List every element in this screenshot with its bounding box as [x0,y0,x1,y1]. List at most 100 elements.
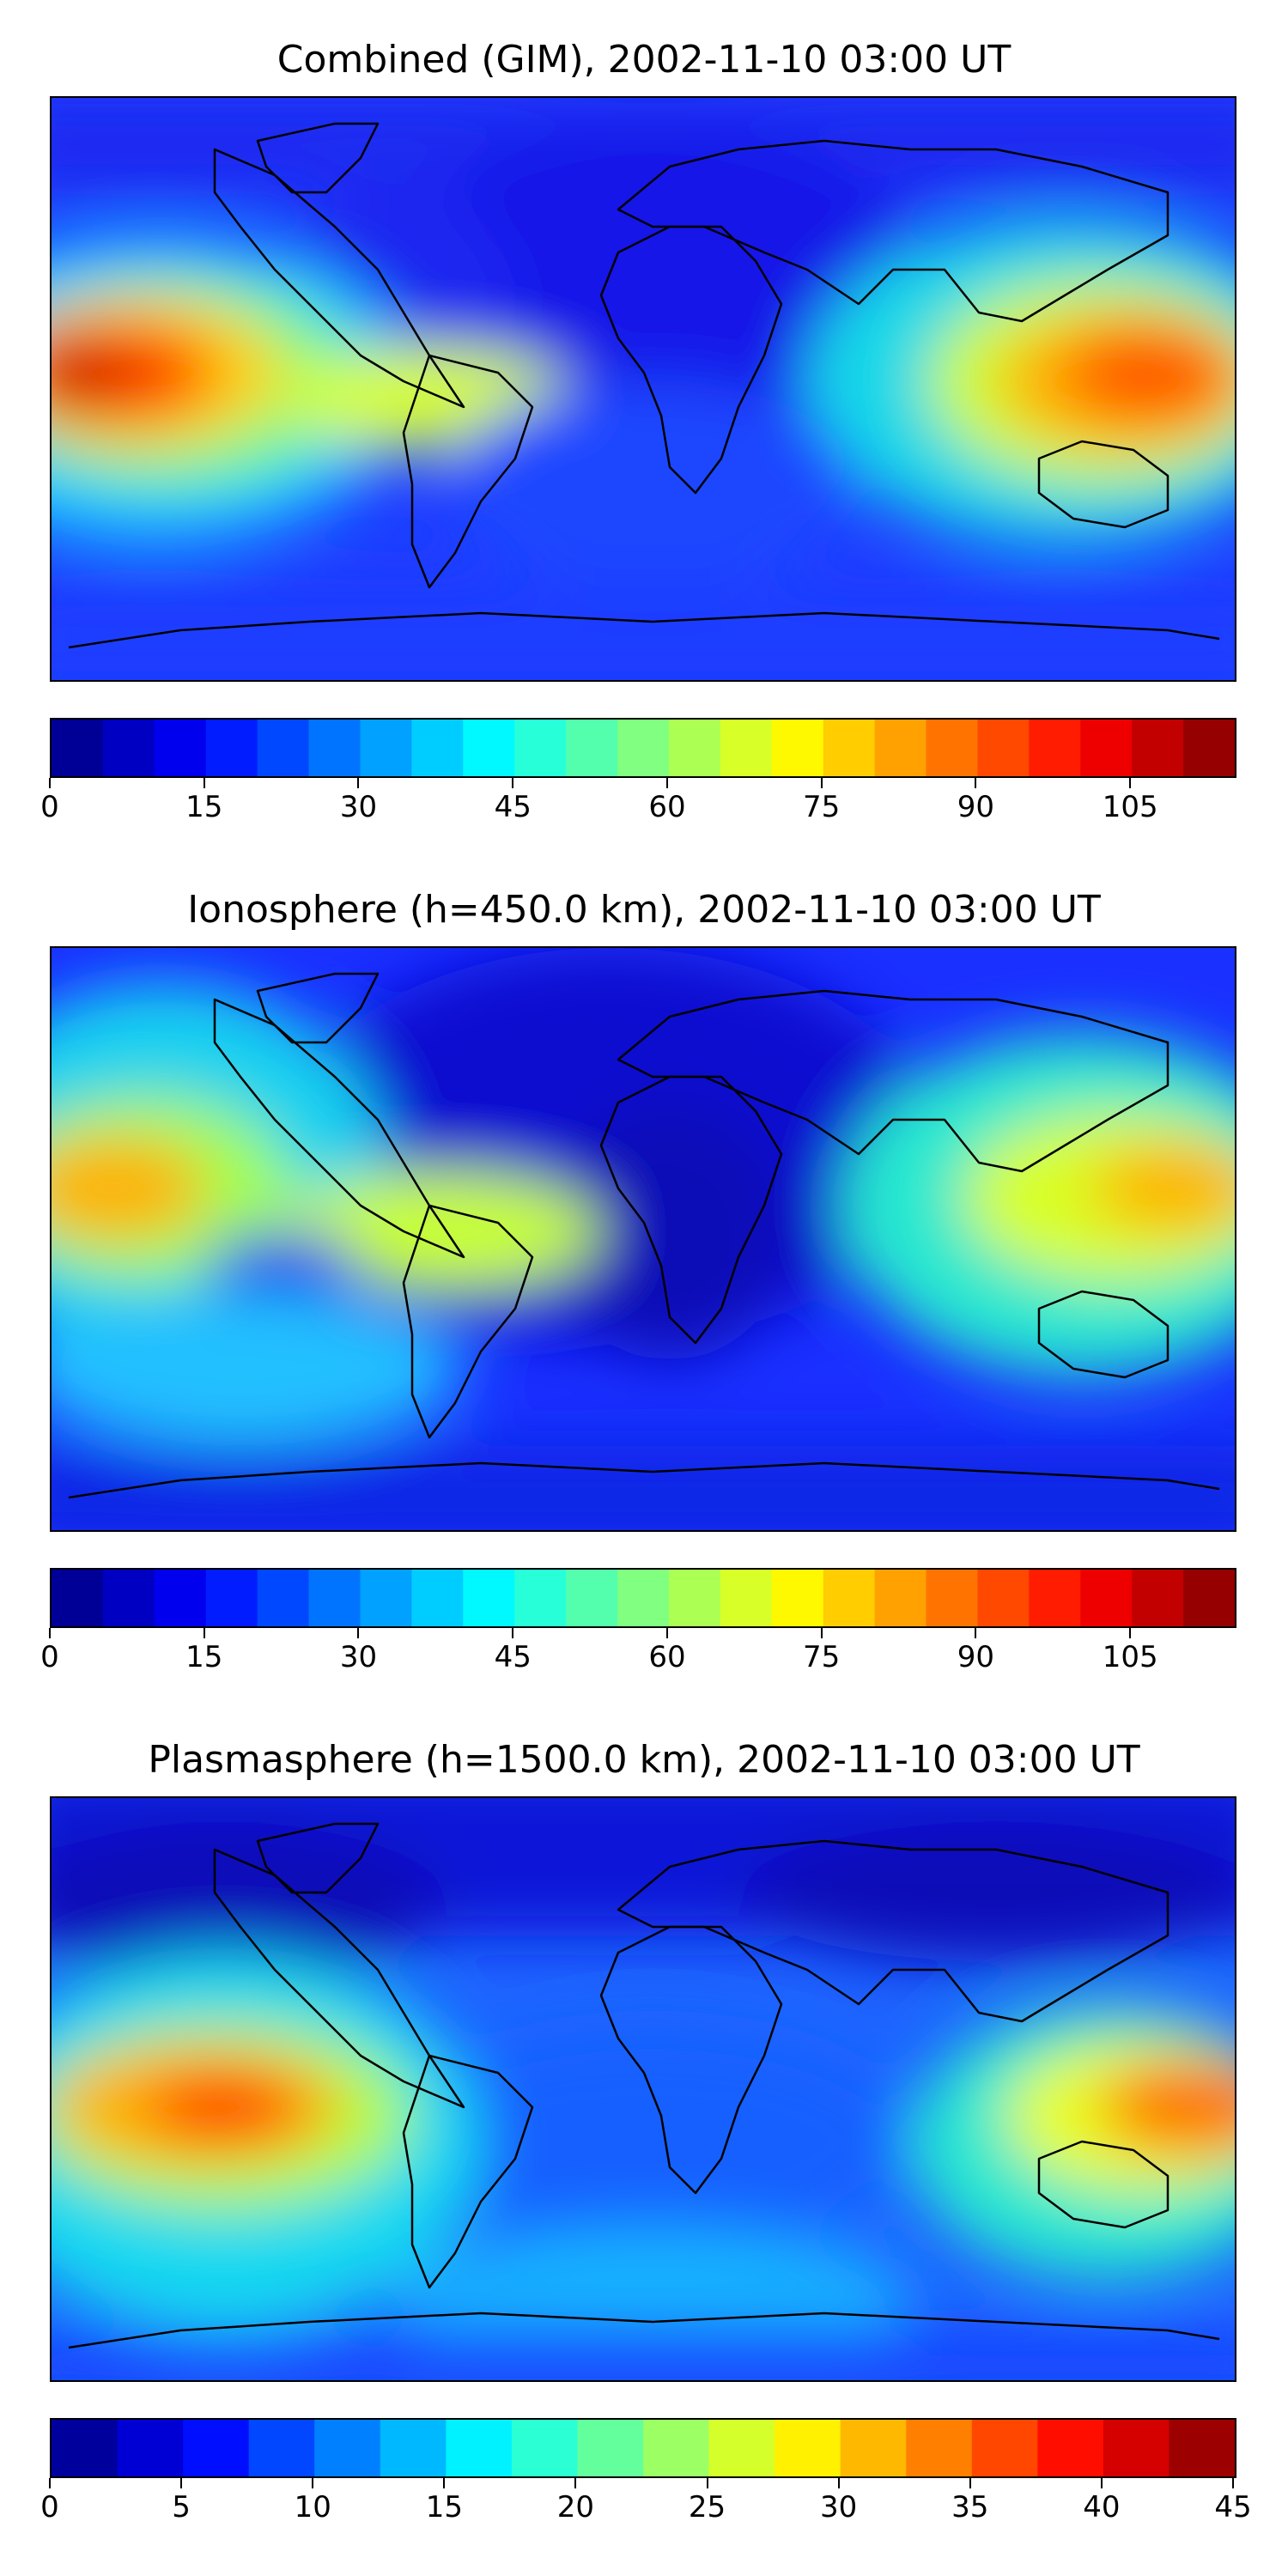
panel-3-title: Plasmasphere (h=1500.0 km), 2002-11-10 0… [148,1738,1140,1782]
colorbar-tick-mark [357,778,360,788]
panel-2-colorbar-ticks: 0 15 30 45 60 75 90 105 [0,1628,1288,1680]
colorbar-tick-mark [975,1628,977,1638]
colorbar-segment [52,720,104,776]
colorbar-tick-mark [357,1628,360,1638]
colorbar-tick-mark [1129,1628,1132,1638]
colorbar-segment [771,1570,824,1626]
colorbar-segment [154,720,207,776]
colorbar-tick-mark [975,778,977,788]
colorbar-tick-label: 30 [339,790,378,824]
colorbar-segment [257,720,310,776]
colorbar-tick-mark [512,778,514,788]
colorbar-tick-label: 75 [803,790,841,824]
colorbar-segment [720,720,773,776]
colorbar-segment [708,2420,775,2476]
colorbar-tick-mark [312,2478,314,2488]
colorbar-tick-label: 60 [648,1640,686,1674]
colorbar-tick-label: 30 [820,2490,858,2524]
colorbar-segment [1029,1570,1081,1626]
colorbar-tick-label: 90 [957,1640,995,1674]
colorbar-tick-mark [1129,778,1132,788]
colorbar-tick-mark [706,2478,708,2488]
colorbar-segment [643,2420,710,2476]
colorbar-segment [823,1570,876,1626]
colorbar-tick-label: 90 [957,790,995,824]
colorbar-segment [1080,1570,1133,1626]
colorbar-segment [566,720,618,776]
colorbar-segment [102,1570,155,1626]
panel-1-map [50,96,1236,682]
colorbar-tick-label: 60 [648,790,686,824]
panel-3-map [50,1796,1236,2382]
colorbar-segment [771,720,824,776]
colorbar-tick-mark [969,2478,971,2488]
colorbar-segment [52,1570,104,1626]
panel-1-title: Combined (GIM), 2002-11-10 03:00 UT [276,38,1012,82]
panel-2-field [52,948,1235,1530]
colorbar-segment [1132,1570,1184,1626]
panel-2-colorbar [50,1568,1236,1628]
colorbar-tick-mark [49,2478,51,2488]
panel-2-map [50,946,1236,1532]
colorbar-segment [823,720,876,776]
colorbar-tick-label: 10 [294,2490,331,2524]
colorbar-segment [840,2420,907,2476]
colorbar-tick-label: 105 [1102,1640,1158,1674]
panel-1-colorbar-ticks: 0 15 30 45 60 75 90 105 [0,778,1288,829]
colorbar-tick-mark [665,1628,668,1638]
panel-1-field [52,98,1235,680]
colorbar-tick-mark [837,2478,840,2488]
colorbar-tick-mark [49,1628,51,1638]
colorbar-tick-label: 15 [185,1640,223,1674]
colorbar-segment [183,2420,250,2476]
colorbar-tick-mark [1100,2478,1103,2488]
colorbar-segment [617,1570,670,1626]
colorbar-segment [668,1570,721,1626]
colorbar-tick-label: 45 [494,1640,532,1674]
colorbar-segment [205,720,258,776]
colorbar-segment [1183,720,1235,776]
colorbar-segment [874,1570,927,1626]
colorbar-tick-label: 0 [40,2490,59,2524]
colorbar-segment [977,720,1030,776]
colorbar-tick-mark [203,1628,205,1638]
colorbar-segment [1080,720,1133,776]
colorbar-segment [360,1570,412,1626]
panel-3-field [52,1798,1235,2380]
colorbar-tick-mark [443,2478,446,2488]
colorbar-segment [360,720,412,776]
panel-2-title: Ionosphere (h=450.0 km), 2002-11-10 03:0… [187,888,1101,932]
panel-1-colorbar [50,718,1236,778]
colorbar-segment [1029,720,1081,776]
colorbar-segment [971,2420,1038,2476]
colorbar-segment [446,2420,513,2476]
colorbar-tick-mark [512,1628,514,1638]
colorbar-tick-label: 15 [425,2490,463,2524]
colorbar-tick-label: 25 [688,2490,726,2524]
colorbar-tick-mark [203,778,205,788]
colorbar-tick-label: 0 [40,1640,59,1674]
colorbar-segment [874,720,927,776]
colorbar-segment [248,2420,315,2476]
colorbar-segment [463,1570,515,1626]
colorbar-tick-label: 105 [1102,790,1158,824]
colorbar-tick-label: 75 [803,1640,841,1674]
colorbar-tick-label: 45 [1214,2490,1252,2524]
colorbar-tick-mark [574,2478,577,2488]
colorbar-tick-label: 0 [40,790,59,824]
colorbar-segment [1037,2420,1104,2476]
colorbar-segment [52,2420,118,2476]
colorbar-segment [314,2420,381,2476]
colorbar-segment [775,2420,841,2476]
colorbar-segment [1132,720,1184,776]
colorbar-tick-mark [49,778,51,788]
colorbar-segment [668,720,721,776]
colorbar-tick-label: 20 [556,2490,595,2524]
colorbar-segment [411,1570,464,1626]
panel-3-colorbar-ticks: 0 5 10 15 20 25 30 35 40 45 [0,2478,1288,2530]
panel-3-colorbar [50,2418,1236,2478]
colorbar-segment [577,2420,644,2476]
colorbar-tick-mark [1232,2478,1234,2488]
colorbar-tick-mark [665,778,668,788]
colorbar-segment [977,1570,1030,1626]
